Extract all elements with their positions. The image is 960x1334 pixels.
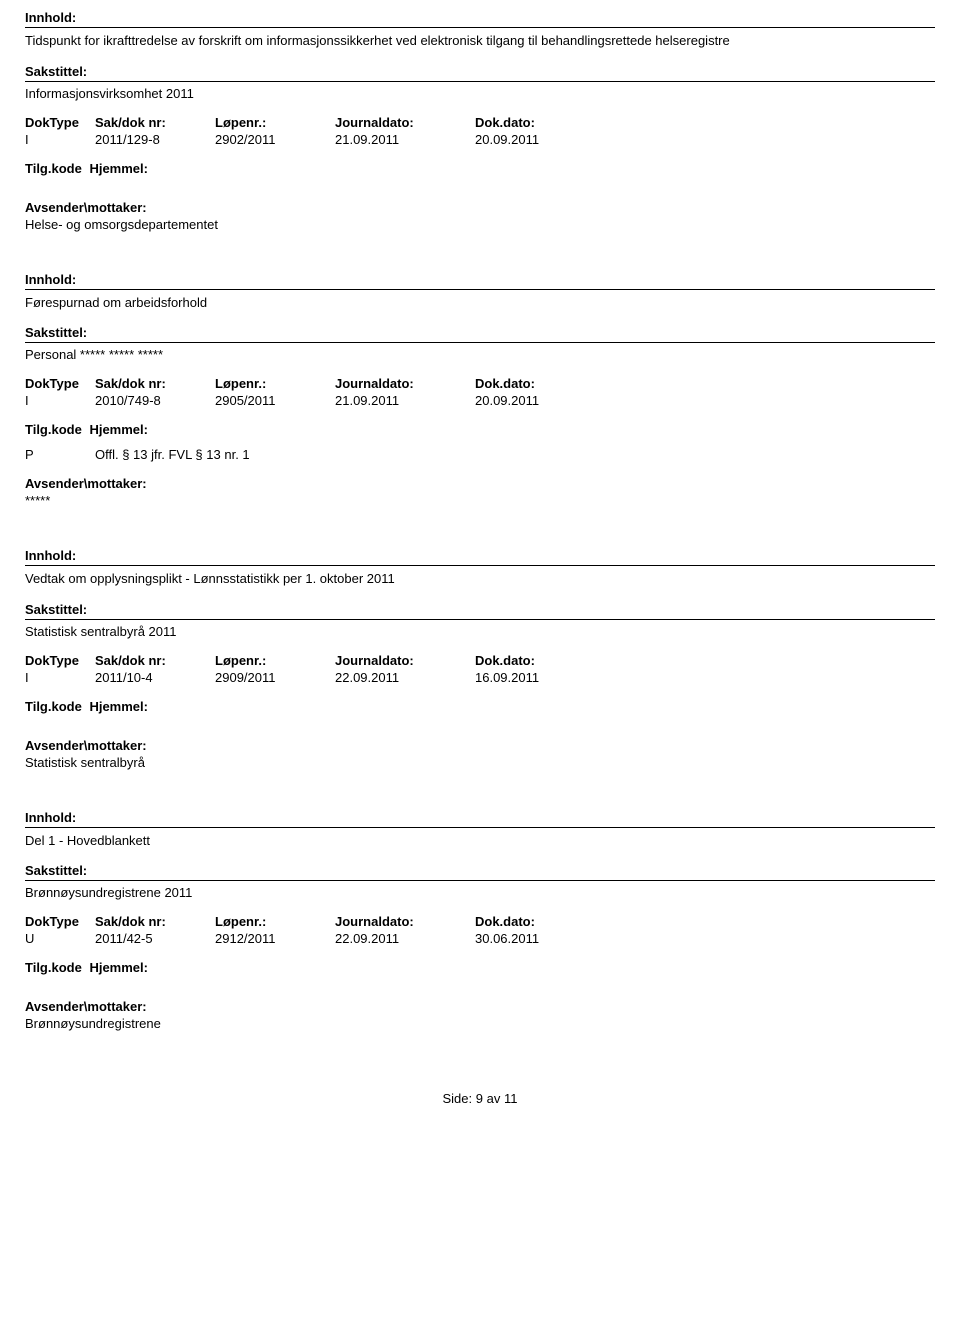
col-dokdato-header: Dok.dato:	[475, 653, 595, 668]
dokdato-value: 20.09.2011	[475, 132, 595, 147]
col-lopenr-header: Løpenr.:	[215, 914, 335, 929]
side-label: Side:	[443, 1091, 473, 1106]
avsender-label: Avsender\mottaker:	[25, 200, 935, 215]
sakdok-value: 2011/42-5	[95, 931, 215, 946]
avsender-text: Helse- og omsorgsdepartementet	[25, 217, 935, 232]
innhold-text: Tidspunkt for ikrafttredelse av forskrif…	[25, 32, 935, 50]
col-lopenr-header: Løpenr.:	[215, 376, 335, 391]
sakstittel-label: Sakstittel:	[25, 325, 935, 343]
sakdok-value: 2011/129-8	[95, 132, 215, 147]
hjemmel-code: P	[25, 447, 95, 462]
page-current: 9	[476, 1091, 483, 1106]
columns-row: U 2011/42-5 2912/2011 22.09.2011 30.06.2…	[25, 931, 935, 946]
tilgkode-label: Tilg.kode	[25, 699, 82, 714]
sakstittel-label: Sakstittel:	[25, 863, 935, 881]
sakstittel-text: Brønnøysundregistrene 2011	[25, 885, 935, 900]
avsender-label: Avsender\mottaker:	[25, 999, 935, 1014]
col-sakdok-header: Sak/dok nr:	[95, 653, 215, 668]
hjemmel-label: Hjemmel:	[89, 960, 148, 975]
avsender-text: Statistisk sentralbyrå	[25, 755, 935, 770]
col-lopenr-header: Løpenr.:	[215, 115, 335, 130]
avsender-label: Avsender\mottaker:	[25, 476, 935, 491]
columns-header: DokType Sak/dok nr: Løpenr.: Journaldato…	[25, 376, 935, 391]
columns-row: I 2011/10-4 2909/2011 22.09.2011 16.09.2…	[25, 670, 935, 685]
doktype-value: I	[25, 393, 95, 408]
page-footer: Side: 9 av 11	[25, 1091, 935, 1106]
tilg-row: Tilg.kode Hjemmel:	[25, 161, 935, 176]
innhold-text: Førespurnad om arbeidsforhold	[25, 294, 935, 312]
hjemmel-text: Offl. § 13 jfr. FVL § 13 nr. 1	[95, 447, 250, 462]
col-doktype-header: DokType	[25, 653, 95, 668]
journal-record: Innhold: Tidspunkt for ikrafttredelse av…	[25, 10, 935, 232]
columns-header: DokType Sak/dok nr: Løpenr.: Journaldato…	[25, 653, 935, 668]
sakstittel-text: Informasjonsvirksomhet 2011	[25, 86, 935, 101]
col-dokdato-header: Dok.dato:	[475, 115, 595, 130]
tilg-row: Tilg.kode Hjemmel:	[25, 699, 935, 714]
col-doktype-header: DokType	[25, 376, 95, 391]
col-dokdato-header: Dok.dato:	[475, 914, 595, 929]
sakstittel-label: Sakstittel:	[25, 602, 935, 620]
col-dokdato-header: Dok.dato:	[475, 376, 595, 391]
avsender-text: Brønnøysundregistrene	[25, 1016, 935, 1031]
col-sakdok-header: Sak/dok nr:	[95, 376, 215, 391]
tilg-row: Tilg.kode Hjemmel:	[25, 422, 935, 437]
col-journaldato-header: Journaldato:	[335, 914, 475, 929]
columns-header: DokType Sak/dok nr: Løpenr.: Journaldato…	[25, 115, 935, 130]
sakdok-value: 2011/10-4	[95, 670, 215, 685]
avsender-label: Avsender\mottaker:	[25, 738, 935, 753]
lopenr-value: 2912/2011	[215, 931, 335, 946]
avsender-text: *****	[25, 493, 935, 508]
tilgkode-label: Tilg.kode	[25, 422, 82, 437]
journaldato-value: 22.09.2011	[335, 931, 475, 946]
doktype-value: U	[25, 931, 95, 946]
innhold-label: Innhold:	[25, 548, 935, 566]
columns-row: I 2010/749-8 2905/2011 21.09.2011 20.09.…	[25, 393, 935, 408]
hjemmel-row: P Offl. § 13 jfr. FVL § 13 nr. 1	[25, 447, 935, 462]
col-lopenr-header: Løpenr.:	[215, 653, 335, 668]
av-label: av	[487, 1091, 501, 1106]
sakstittel-text: Statistisk sentralbyrå 2011	[25, 624, 935, 639]
dokdato-value: 20.09.2011	[475, 393, 595, 408]
innhold-text: Del 1 - Hovedblankett	[25, 832, 935, 850]
doktype-value: I	[25, 132, 95, 147]
hjemmel-label: Hjemmel:	[89, 699, 148, 714]
journaldato-value: 22.09.2011	[335, 670, 475, 685]
journal-record: Innhold: Førespurnad om arbeidsforhold S…	[25, 272, 935, 509]
col-doktype-header: DokType	[25, 914, 95, 929]
col-sakdok-header: Sak/dok nr:	[95, 115, 215, 130]
dokdato-value: 30.06.2011	[475, 931, 595, 946]
page-total: 11	[504, 1091, 518, 1106]
dokdato-value: 16.09.2011	[475, 670, 595, 685]
col-journaldato-header: Journaldato:	[335, 653, 475, 668]
doktype-value: I	[25, 670, 95, 685]
lopenr-value: 2905/2011	[215, 393, 335, 408]
columns-row: I 2011/129-8 2902/2011 21.09.2011 20.09.…	[25, 132, 935, 147]
hjemmel-label: Hjemmel:	[89, 422, 148, 437]
sakstittel-label: Sakstittel:	[25, 64, 935, 82]
columns-header: DokType Sak/dok nr: Løpenr.: Journaldato…	[25, 914, 935, 929]
journal-record: Innhold: Del 1 - Hovedblankett Sakstitte…	[25, 810, 935, 1032]
lopenr-value: 2909/2011	[215, 670, 335, 685]
tilg-row: Tilg.kode Hjemmel:	[25, 960, 935, 975]
innhold-label: Innhold:	[25, 810, 935, 828]
col-doktype-header: DokType	[25, 115, 95, 130]
tilgkode-label: Tilg.kode	[25, 960, 82, 975]
hjemmel-label: Hjemmel:	[89, 161, 148, 176]
journaldato-value: 21.09.2011	[335, 393, 475, 408]
innhold-label: Innhold:	[25, 10, 935, 28]
col-journaldato-header: Journaldato:	[335, 376, 475, 391]
journaldato-value: 21.09.2011	[335, 132, 475, 147]
lopenr-value: 2902/2011	[215, 132, 335, 147]
col-journaldato-header: Journaldato:	[335, 115, 475, 130]
sakdok-value: 2010/749-8	[95, 393, 215, 408]
innhold-label: Innhold:	[25, 272, 935, 290]
innhold-text: Vedtak om opplysningsplikt - Lønnsstatis…	[25, 570, 935, 588]
tilgkode-label: Tilg.kode	[25, 161, 82, 176]
sakstittel-text: Personal ***** ***** *****	[25, 347, 935, 362]
journal-record: Innhold: Vedtak om opplysningsplikt - Lø…	[25, 548, 935, 770]
col-sakdok-header: Sak/dok nr:	[95, 914, 215, 929]
